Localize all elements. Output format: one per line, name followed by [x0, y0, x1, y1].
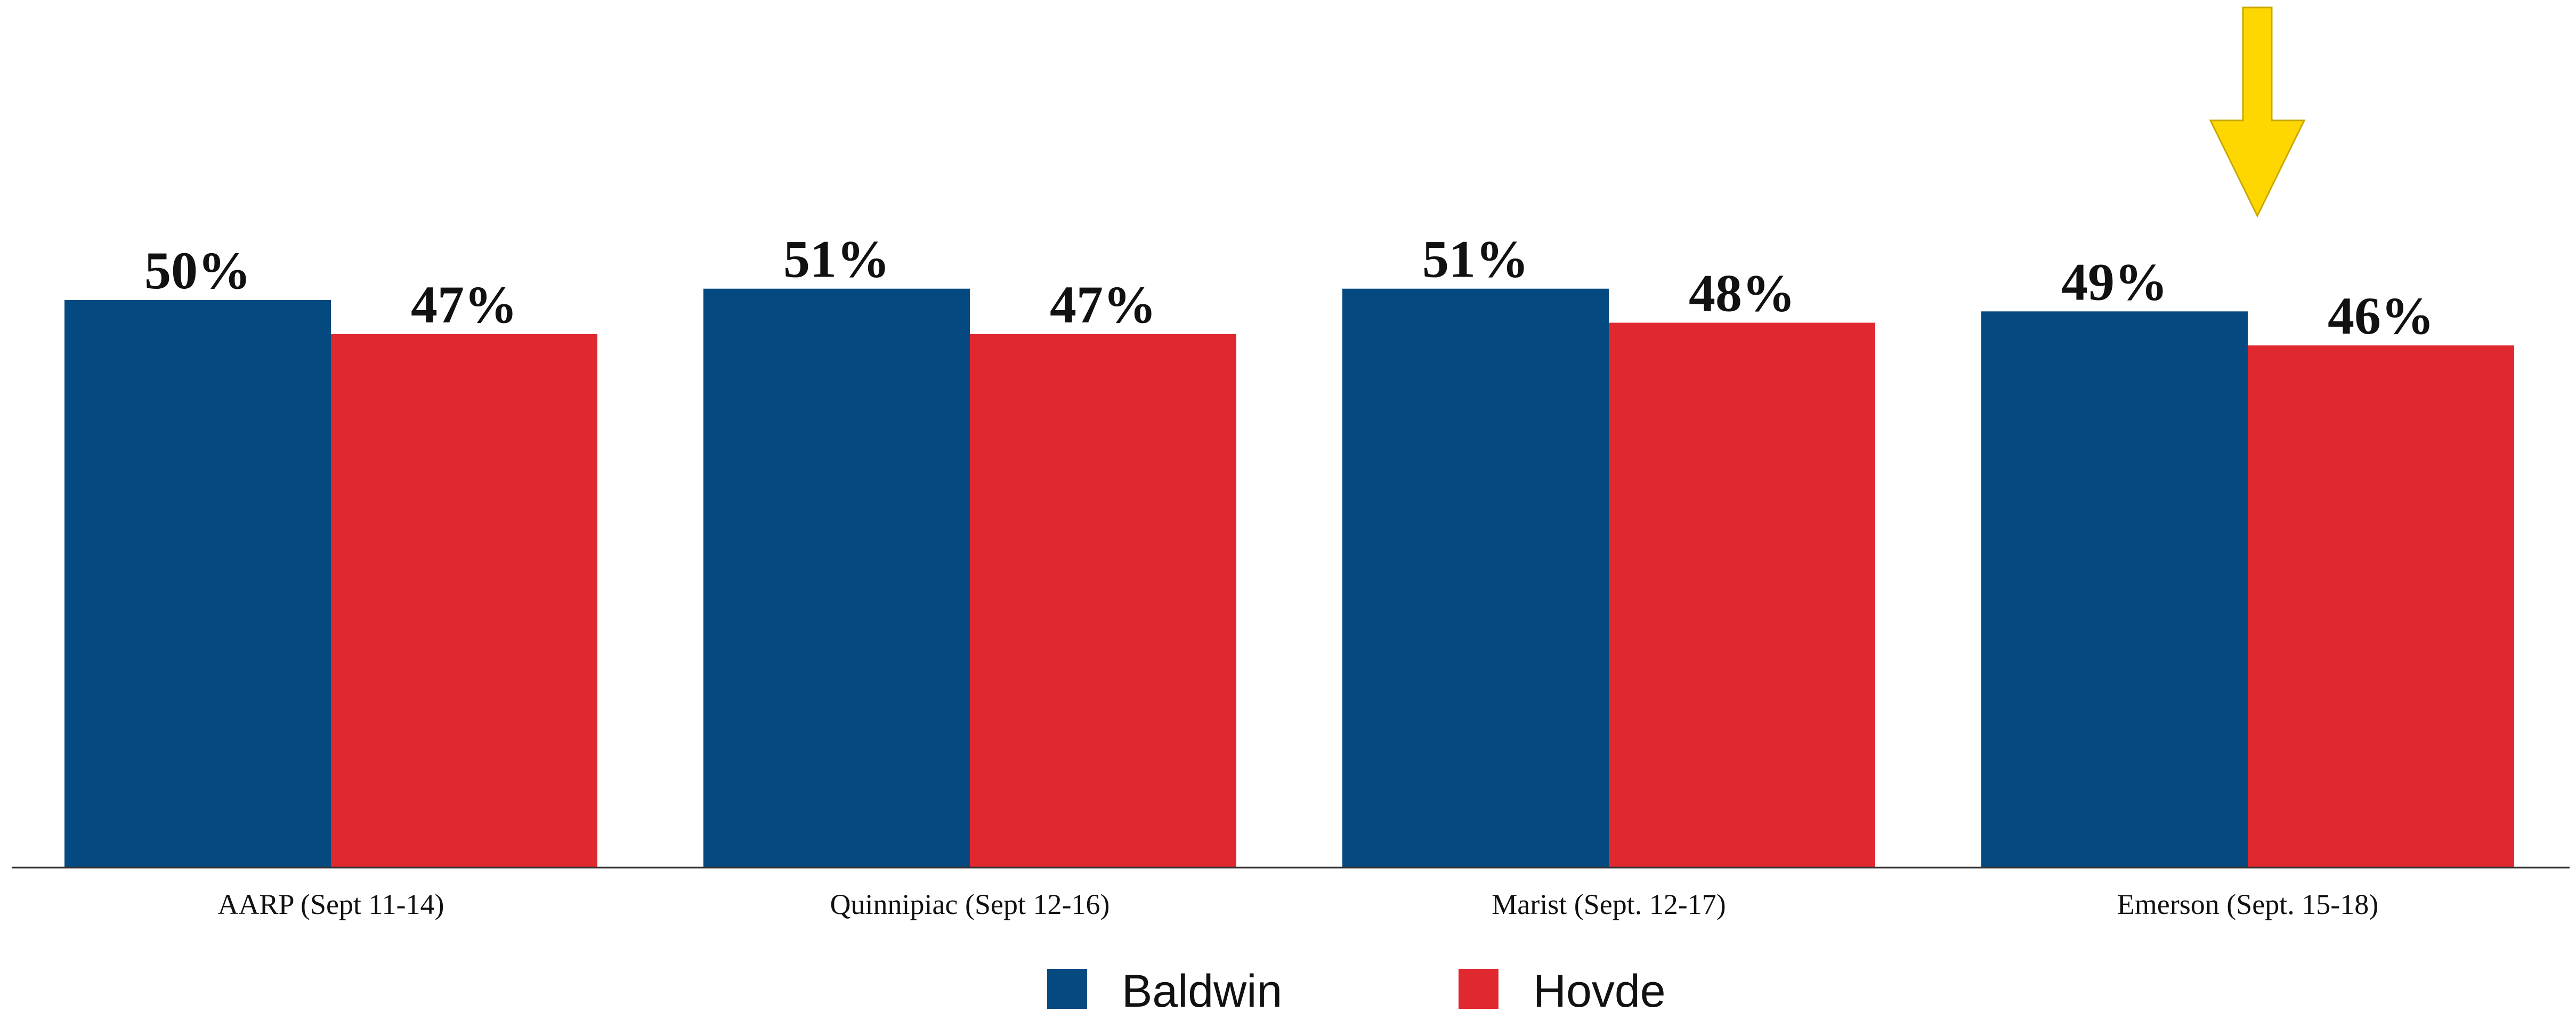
data-label-baldwin-aarp-sept-11-14: 50% [144, 241, 251, 300]
bar-hovde-emerson-sept-15-18 [2248, 345, 2514, 868]
data-label-hovde-marist-sept-12-17: 48% [1689, 264, 1795, 323]
x-tick-label-aarp-sept-11-14: AARP (Sept 11-14) [218, 888, 444, 920]
x-tick-labels: AARP (Sept 11-14) Quinnipiac (Sept 12-16)… [218, 888, 2379, 920]
legend-label-hovde: Hovde [1533, 966, 1666, 1017]
bar-baldwin-quinnipiac-sept-12-16 [703, 288, 970, 868]
data-label-baldwin-quinnipiac-sept-12-16: 51% [783, 230, 890, 289]
data-label-baldwin-marist-sept-12-17: 51% [1422, 230, 1529, 289]
data-label-hovde-aarp-sept-11-14: 47% [411, 275, 517, 334]
data-label-baldwin-emerson-sept-15-18: 49% [2061, 252, 2168, 311]
x-tick-label-emerson-sept-15-18: Emerson (Sept. 15-18) [2117, 888, 2378, 920]
legend-swatch-baldwin [1047, 969, 1087, 1009]
bar-baldwin-emerson-sept-15-18 [1981, 311, 2248, 868]
bar-hovde-marist-sept-12-17 [1609, 322, 1875, 868]
bars-layer [64, 288, 2514, 868]
bar-hovde-quinnipiac-sept-12-16 [970, 334, 1236, 868]
legend-label-baldwin: Baldwin [1122, 966, 1282, 1017]
data-label-hovde-quinnipiac-sept-12-16: 47% [1050, 275, 1156, 334]
bar-baldwin-aarp-sept-11-14 [64, 300, 331, 868]
data-label-hovde-emerson-sept-15-18: 46% [2328, 286, 2434, 345]
x-tick-label-marist-sept-12-17: Marist (Sept. 12-17) [1492, 888, 1726, 920]
bar-hovde-aarp-sept-11-14 [331, 334, 597, 868]
legend: Baldwin Hovde [1047, 966, 1666, 1017]
value-labels-layer: 50% 47% 51% 47% 51% 48% 49% 46% [144, 230, 2434, 346]
bar-baldwin-marist-sept-12-17 [1342, 288, 1609, 868]
legend-swatch-hovde [1459, 969, 1498, 1009]
x-tick-label-quinnipiac-sept-12-16: Quinnipiac (Sept 12-16) [830, 888, 1110, 920]
annotation-layer [2209, 6, 2306, 218]
down-arrow-icon [2209, 6, 2306, 218]
